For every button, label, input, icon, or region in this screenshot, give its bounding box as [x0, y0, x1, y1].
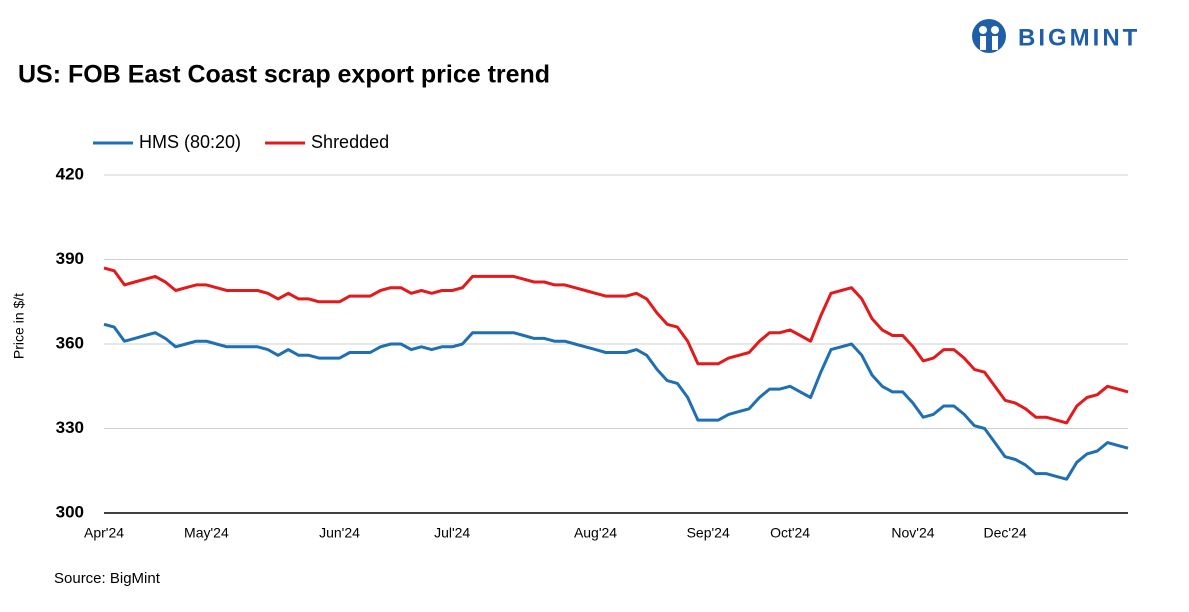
x-tick-label: Apr'24 — [84, 525, 124, 541]
y-tick-label: 420 — [56, 164, 84, 183]
logo-icon — [992, 36, 998, 50]
x-tick-label: May'24 — [184, 525, 229, 541]
logo-text: BIGMINT — [1018, 24, 1140, 51]
y-tick-label: 330 — [56, 418, 84, 437]
x-tick-label: Jun'24 — [319, 525, 360, 541]
logo: BIGMINT — [972, 19, 1140, 53]
y-tick-label: 300 — [56, 502, 84, 521]
x-tick-label: Sep'24 — [687, 525, 730, 541]
logo-icon — [979, 26, 987, 34]
y-tick-label: 360 — [56, 333, 84, 352]
y-axis-label: Price in $/t — [11, 293, 27, 359]
legend-label: HMS (80:20) — [139, 132, 241, 152]
source: Source: BigMint — [54, 570, 161, 587]
logo-icon — [972, 19, 1006, 53]
x-tick-label: Jul'24 — [434, 525, 470, 541]
chart-title: US: FOB East Coast scrap export price tr… — [18, 61, 550, 89]
legend-label: Shredded — [311, 132, 389, 152]
y-tick-label: 390 — [56, 249, 84, 268]
data-line — [103, 266, 1129, 425]
x-tick-label: Nov'24 — [891, 525, 934, 541]
x-tick-label: Aug'24 — [574, 525, 617, 541]
x-tick-label: Dec'24 — [984, 525, 1027, 541]
data-line — [103, 322, 1129, 481]
logo-icon — [991, 26, 999, 34]
x-tick-label: Oct'24 — [770, 525, 810, 541]
logo-icon — [980, 36, 986, 50]
